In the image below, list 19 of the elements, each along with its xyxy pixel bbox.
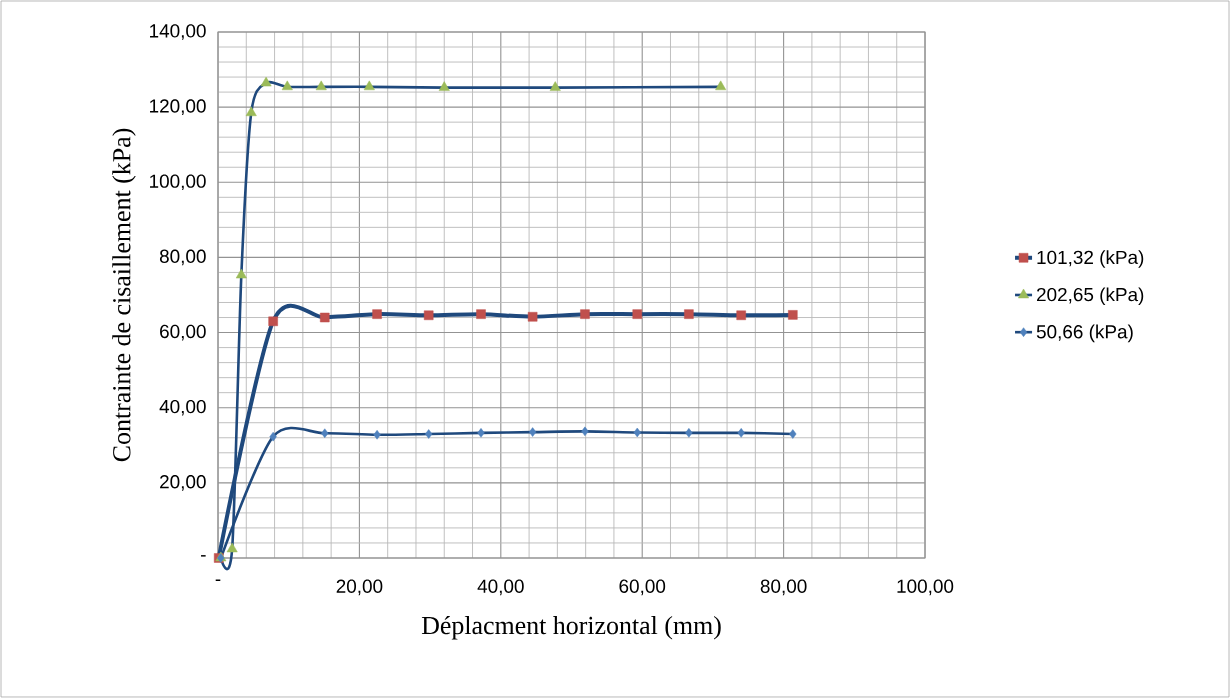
y-axis-title: Contrainte de cisaillement (kPa): [112, 128, 136, 462]
x-axis-title: Déplacment horizontal (mm): [421, 615, 721, 640]
y-tick-label: -: [201, 555, 206, 557]
x-tick-label: 20,00: [336, 579, 383, 596]
y-tick-label: 60,00: [160, 324, 206, 341]
legend-label: 101,32 (kPa): [1037, 250, 1144, 268]
y-tick-label: 20,00: [160, 475, 206, 491]
y-tick-label: 100,00: [150, 174, 206, 191]
x-tick-label: 100,00: [897, 579, 954, 596]
y-tick-label: 40,00: [159, 399, 206, 416]
x-tick-label: -: [215, 579, 221, 581]
legend-label: 202,65 (kPa): [1036, 287, 1144, 306]
x-tick-label: 40,00: [477, 579, 524, 596]
y-tick-label: 140,00: [150, 24, 206, 40]
x-tick-label: 60,00: [619, 579, 666, 596]
legend-label: 50,66 (kPa): [1036, 324, 1133, 343]
x-tick-label: 80,00: [760, 579, 807, 596]
y-tick-label: 80,00: [159, 249, 206, 266]
y-tick-label: 120,00: [150, 99, 206, 115]
